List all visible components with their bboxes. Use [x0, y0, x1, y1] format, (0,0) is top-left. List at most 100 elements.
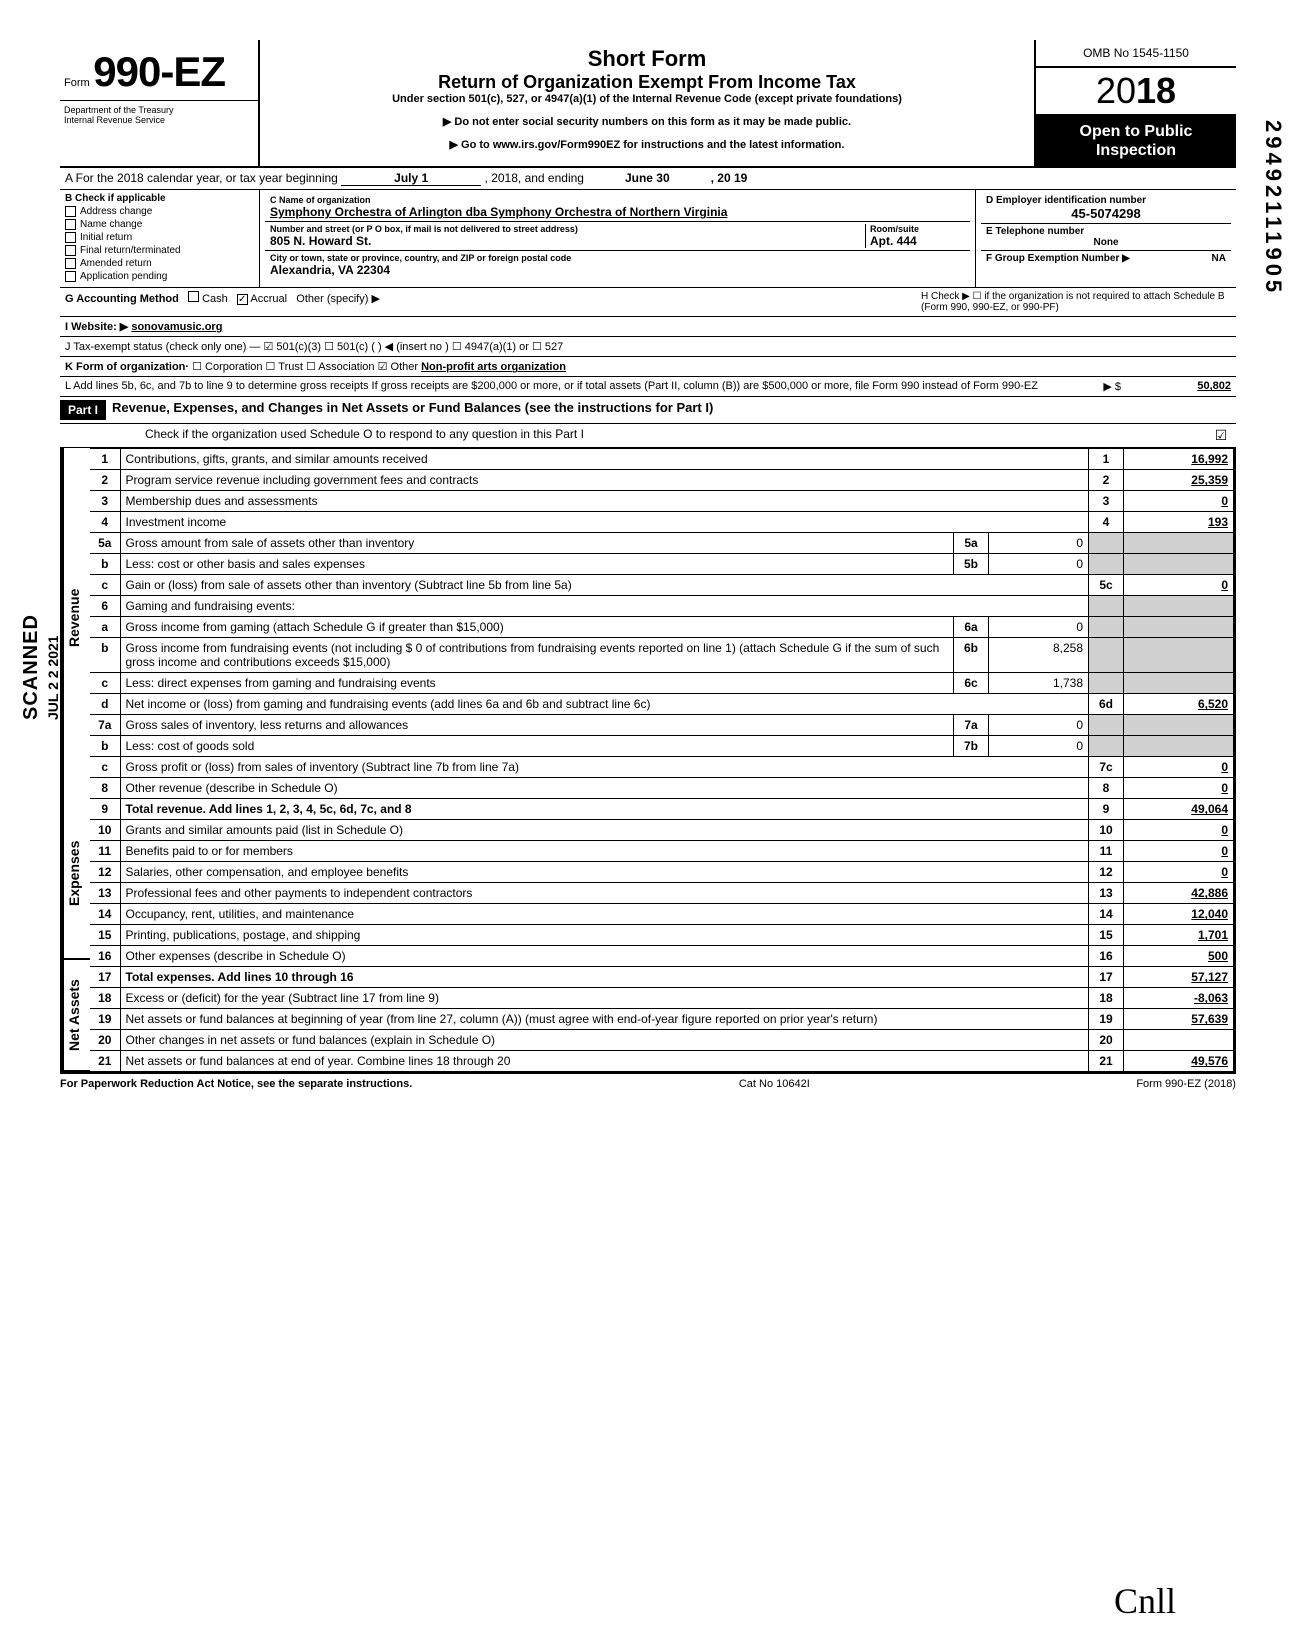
line-desc: Gross profit or (loss) from sales of inv…: [120, 757, 1089, 778]
form-id: Form 990-EZ: [60, 40, 260, 100]
line-desc: Gross amount from sale of assets other t…: [120, 533, 954, 554]
form-word: Form: [64, 77, 90, 89]
box-shade: [1089, 638, 1124, 673]
line-num: 7a: [90, 715, 120, 736]
city[interactable]: Alexandria, VA 22304: [270, 263, 965, 277]
line-box: 9: [1089, 799, 1124, 820]
line-val: 25,359: [1124, 470, 1234, 491]
line-num: b: [90, 554, 120, 575]
line-desc: Gross income from fundraising events (no…: [120, 638, 954, 673]
footer-mid: Cat No 10642I: [739, 1078, 810, 1090]
table-row: 5aGross amount from sale of assets other…: [90, 533, 1234, 554]
checkbox-icon[interactable]: [65, 271, 76, 282]
checkbox-item[interactable]: Application pending: [65, 271, 254, 282]
checkbox-label: Application pending: [80, 271, 167, 282]
checkbox-icon[interactable]: [65, 219, 76, 230]
line-num: 6: [90, 596, 120, 617]
checkbox-item[interactable]: Amended return: [65, 258, 254, 269]
room[interactable]: Apt. 444: [870, 234, 965, 248]
line-num: 4: [90, 512, 120, 533]
g-label: G Accounting Method: [65, 293, 179, 305]
val-shade: [1124, 673, 1234, 694]
right-box: OMB No 1545-1150 2018 Open to Public Ins…: [1036, 40, 1236, 166]
lines-table: 1Contributions, gifts, grants, and simil…: [90, 448, 1234, 1072]
line-desc: Other expenses (describe in Schedule O): [120, 946, 1089, 967]
line-num: a: [90, 617, 120, 638]
table-row: cGross profit or (loss) from sales of in…: [90, 757, 1234, 778]
line-num: 17: [90, 967, 120, 988]
mini-val: 0: [989, 715, 1089, 736]
line-num: 13: [90, 883, 120, 904]
line-g-h: G Accounting Method Cash Accrual Other (…: [60, 288, 1236, 317]
line-val: 42,886: [1124, 883, 1234, 904]
line-val: 49,064: [1124, 799, 1234, 820]
box-shade: [1089, 617, 1124, 638]
mini-val: 0: [989, 617, 1089, 638]
checkbox-item[interactable]: Name change: [65, 219, 254, 230]
part1-checkbox[interactable]: ☑: [1206, 424, 1236, 447]
line-a: A For the 2018 calendar year, or tax yea…: [60, 168, 1236, 190]
line-box: 6d: [1089, 694, 1124, 715]
line-val: 16,992: [1124, 449, 1234, 470]
line-num: 9: [90, 799, 120, 820]
f-val[interactable]: NA: [1212, 253, 1226, 264]
mini-box: 5b: [954, 554, 989, 575]
part1-title: Revenue, Expenses, and Changes in Net As…: [106, 400, 713, 415]
cash-checkbox[interactable]: [188, 291, 199, 302]
other-label: Other (specify) ▶: [296, 293, 380, 305]
line-box: 20: [1089, 1030, 1124, 1051]
line-num: 2: [90, 470, 120, 491]
line-box: 13: [1089, 883, 1124, 904]
c-label: C Name of organization: [270, 195, 965, 205]
line-box: 12: [1089, 862, 1124, 883]
header-row: Form 990-EZ Department of the Treasury I…: [60, 40, 1236, 168]
year-begin[interactable]: July 1: [341, 171, 481, 186]
checkbox-item[interactable]: Initial return: [65, 232, 254, 243]
line-desc: Less: cost or other basis and sales expe…: [120, 554, 954, 575]
checkbox-icon[interactable]: [65, 258, 76, 269]
line-val: 49,576: [1124, 1051, 1234, 1072]
line-desc: Professional fees and other payments to …: [120, 883, 1089, 904]
line-desc: Benefits paid to or for members: [120, 841, 1089, 862]
website[interactable]: sonovamusic.org: [131, 321, 222, 333]
table-row: cGain or (loss) from sale of assets othe…: [90, 575, 1234, 596]
line-a-mid: , 2018, and ending: [485, 171, 584, 185]
street[interactable]: 805 N. Howard St.: [270, 234, 865, 248]
ein[interactable]: 45-5074298: [986, 206, 1226, 221]
note1: ▶ Do not enter social security numbers o…: [270, 115, 1024, 128]
val-shade: [1124, 596, 1234, 617]
e-label: E Telephone number: [986, 226, 1226, 237]
line-desc: Occupancy, rent, utilities, and maintena…: [120, 904, 1089, 925]
omb: OMB No 1545-1150: [1036, 40, 1236, 68]
org-name[interactable]: Symphony Orchestra of Arlington dba Symp…: [270, 205, 965, 219]
line-desc: Gain or (loss) from sale of assets other…: [120, 575, 1089, 596]
k-other[interactable]: Non-profit arts organization: [421, 361, 566, 373]
checkbox-icon[interactable]: [65, 232, 76, 243]
phone[interactable]: None: [986, 237, 1226, 248]
line-num: c: [90, 575, 120, 596]
line-a-prefix: A For the 2018 calendar year, or tax yea…: [65, 171, 338, 185]
scanned-stamp: SCANNED: [20, 614, 43, 720]
form-number: 990-EZ: [93, 48, 225, 95]
line-num: b: [90, 736, 120, 757]
checkbox-item[interactable]: Final return/terminated: [65, 245, 254, 256]
checkbox-icon[interactable]: [65, 245, 76, 256]
table-row: cLess: direct expenses from gaming and f…: [90, 673, 1234, 694]
line-val: 12,040: [1124, 904, 1234, 925]
line-num: 1: [90, 449, 120, 470]
line-num: b: [90, 638, 120, 673]
accrual-checkbox[interactable]: [237, 294, 248, 305]
checkbox-item[interactable]: Address change: [65, 206, 254, 217]
d-label: D Employer identification number: [986, 195, 1226, 206]
year-end-month[interactable]: June 30: [587, 171, 707, 185]
table-row: bGross income from fundraising events (n…: [90, 638, 1234, 673]
val-shade: [1124, 533, 1234, 554]
table-row: 13Professional fees and other payments t…: [90, 883, 1234, 904]
table-row: 11Benefits paid to or for members110: [90, 841, 1234, 862]
footer: For Paperwork Reduction Act Notice, see …: [60, 1072, 1236, 1094]
line-val: [1124, 1030, 1234, 1051]
entity-block: B Check if applicable Address changeName…: [60, 190, 1236, 288]
line-box: 17: [1089, 967, 1124, 988]
title-sub: Return of Organization Exempt From Incom…: [270, 72, 1024, 93]
checkbox-icon[interactable]: [65, 206, 76, 217]
